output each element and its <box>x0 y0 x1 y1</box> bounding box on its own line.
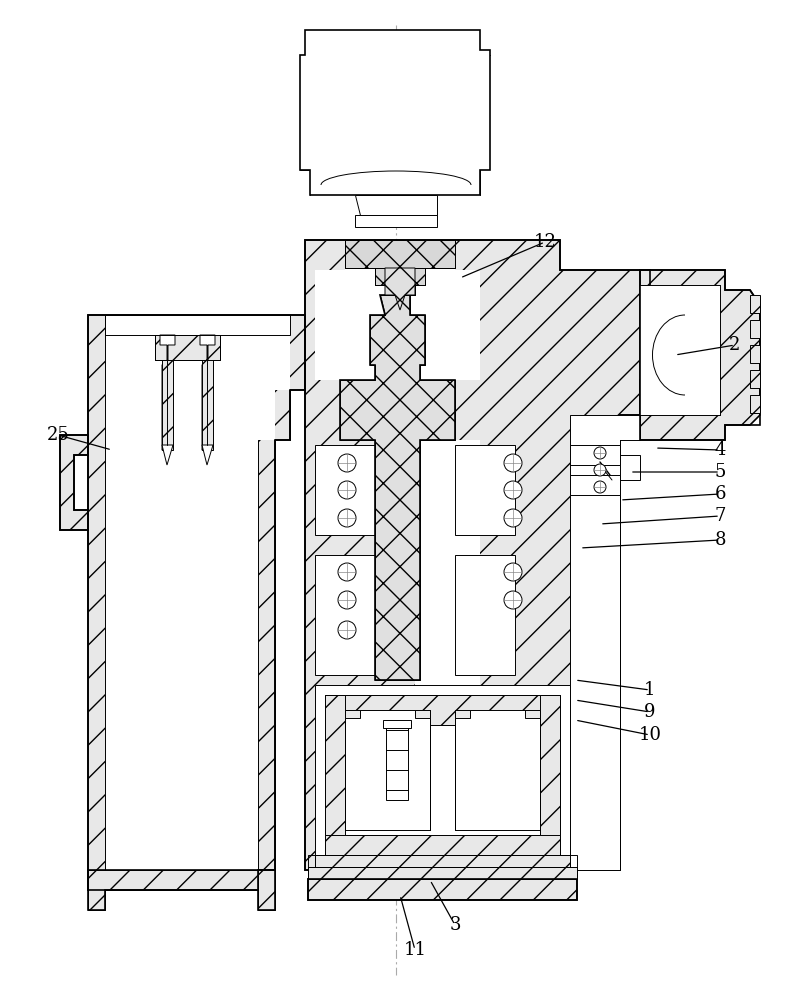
Polygon shape <box>455 710 540 830</box>
Text: 3: 3 <box>450 916 461 934</box>
Polygon shape <box>386 725 408 800</box>
Polygon shape <box>375 268 425 295</box>
Polygon shape <box>355 215 437 227</box>
Polygon shape <box>455 445 515 535</box>
Polygon shape <box>325 695 560 855</box>
Circle shape <box>594 464 606 476</box>
Polygon shape <box>525 710 540 718</box>
Text: 11: 11 <box>404 941 427 959</box>
Polygon shape <box>345 710 430 830</box>
Polygon shape <box>60 435 88 530</box>
Polygon shape <box>345 710 360 718</box>
Polygon shape <box>570 475 620 495</box>
Polygon shape <box>325 695 560 725</box>
Polygon shape <box>88 315 305 890</box>
Text: 25: 25 <box>47 426 69 444</box>
Polygon shape <box>202 445 213 465</box>
Text: 9: 9 <box>644 703 656 721</box>
Polygon shape <box>325 835 560 855</box>
Polygon shape <box>385 268 415 310</box>
Polygon shape <box>355 195 437 215</box>
Circle shape <box>338 509 356 527</box>
Polygon shape <box>300 30 490 195</box>
Circle shape <box>338 591 356 609</box>
Polygon shape <box>640 285 720 415</box>
Polygon shape <box>750 320 760 338</box>
Polygon shape <box>570 415 640 870</box>
Polygon shape <box>315 855 570 870</box>
Polygon shape <box>155 335 220 360</box>
Polygon shape <box>415 710 430 718</box>
Polygon shape <box>308 867 577 879</box>
Circle shape <box>338 481 356 499</box>
Text: 6: 6 <box>714 485 726 503</box>
Polygon shape <box>750 370 760 388</box>
Polygon shape <box>345 725 540 835</box>
Polygon shape <box>640 270 760 440</box>
Circle shape <box>504 509 522 527</box>
Text: 8: 8 <box>714 531 726 549</box>
Polygon shape <box>200 335 215 450</box>
Circle shape <box>594 447 606 459</box>
Polygon shape <box>88 870 275 910</box>
Polygon shape <box>750 395 760 413</box>
Polygon shape <box>305 240 650 870</box>
Text: 7: 7 <box>714 507 726 525</box>
Polygon shape <box>160 335 175 450</box>
Circle shape <box>338 563 356 581</box>
Polygon shape <box>750 345 760 363</box>
Text: 10: 10 <box>638 726 661 744</box>
Text: 12: 12 <box>534 233 557 251</box>
Circle shape <box>594 481 606 493</box>
Polygon shape <box>105 315 290 870</box>
Polygon shape <box>750 295 760 313</box>
Polygon shape <box>383 720 411 728</box>
Circle shape <box>504 454 522 472</box>
Polygon shape <box>540 695 560 850</box>
Polygon shape <box>340 295 455 680</box>
Polygon shape <box>345 240 455 268</box>
Text: 2: 2 <box>730 336 741 354</box>
Polygon shape <box>162 445 173 465</box>
Circle shape <box>338 621 356 639</box>
Polygon shape <box>315 240 480 690</box>
Circle shape <box>504 563 522 581</box>
Text: 1: 1 <box>644 681 656 699</box>
Polygon shape <box>455 710 470 718</box>
Polygon shape <box>315 685 570 870</box>
Text: 5: 5 <box>714 463 726 481</box>
Text: 4: 4 <box>714 441 726 459</box>
Circle shape <box>504 481 522 499</box>
Circle shape <box>338 454 356 472</box>
Polygon shape <box>202 360 213 450</box>
Polygon shape <box>308 879 577 900</box>
Polygon shape <box>315 445 375 535</box>
Polygon shape <box>315 555 375 675</box>
Polygon shape <box>570 445 620 465</box>
Polygon shape <box>455 555 515 675</box>
Circle shape <box>504 591 522 609</box>
Polygon shape <box>325 695 345 850</box>
Polygon shape <box>162 360 173 450</box>
